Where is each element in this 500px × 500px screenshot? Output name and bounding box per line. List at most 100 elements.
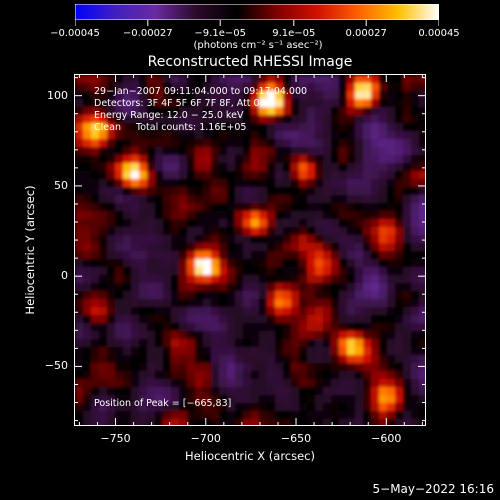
- heatmap-cell: [75, 355, 84, 364]
- heatmap-cell: [355, 171, 364, 180]
- heatmap-cell: [147, 179, 156, 188]
- heatmap-cell: [251, 347, 260, 356]
- heatmap-cell: [107, 323, 116, 332]
- heatmap-cell: [163, 139, 172, 148]
- heatmap-cell: [299, 91, 308, 100]
- heatmap-cell: [331, 187, 340, 196]
- heatmap-cell: [315, 347, 324, 356]
- heatmap-cell: [163, 107, 172, 116]
- heatmap-cell: [219, 331, 228, 340]
- heatmap-cell: [195, 203, 204, 212]
- heatmap-cell: [75, 131, 84, 140]
- heatmap-cell: [419, 163, 425, 172]
- heatmap-cell: [339, 91, 348, 100]
- heatmap-cell: [403, 251, 412, 260]
- heatmap-cell: [331, 171, 340, 180]
- heatmap-cell: [411, 355, 420, 364]
- heatmap-cell: [315, 235, 324, 244]
- heatmap-cell: [155, 203, 164, 212]
- heatmap-cell: [267, 331, 276, 340]
- heatmap-cell: [131, 123, 140, 132]
- heatmap-cell: [155, 171, 164, 180]
- heatmap-cell: [395, 107, 404, 116]
- heatmap-cell: [227, 379, 236, 388]
- heatmap-cell: [339, 419, 348, 425]
- heatmap-cell: [251, 299, 260, 308]
- heatmap-cell: [195, 107, 204, 116]
- heatmap-cell: [275, 331, 284, 340]
- heatmap-cell: [403, 243, 412, 252]
- heatmap-cell: [387, 203, 396, 212]
- heatmap-cell: [315, 131, 324, 140]
- heatmap-cell: [275, 267, 284, 276]
- heatmap-cell: [371, 187, 380, 196]
- heatmap-cell: [211, 275, 220, 284]
- heatmap-cell: [411, 283, 420, 292]
- heatmap-cell: [195, 123, 204, 132]
- heatmap-cell: [163, 315, 172, 324]
- heatmap-cell: [211, 307, 220, 316]
- heatmap-cell: [99, 211, 108, 220]
- heatmap-cell: [283, 267, 292, 276]
- heatmap-cell: [331, 227, 340, 236]
- heatmap-cell: [419, 275, 425, 284]
- heatmap-cell: [219, 91, 228, 100]
- heatmap-cell: [347, 219, 356, 228]
- heatmap-cell: [411, 139, 420, 148]
- heatmap-cell: [115, 75, 124, 84]
- heatmap-cell: [99, 203, 108, 212]
- heatmap-cell: [267, 347, 276, 356]
- heatmap-cell: [355, 83, 364, 92]
- heatmap-cell: [123, 411, 132, 420]
- heatmap-cell: [339, 331, 348, 340]
- heatmap-cell: [283, 395, 292, 404]
- heatmap-cell: [91, 275, 100, 284]
- heatmap-cell: [75, 91, 84, 100]
- heatmap-cell: [227, 171, 236, 180]
- heatmap-cell: [299, 299, 308, 308]
- heatmap-cell: [155, 347, 164, 356]
- heatmap-cell: [139, 411, 148, 420]
- heatmap-cell: [243, 355, 252, 364]
- heatmap-cell: [139, 387, 148, 396]
- heatmap-cell: [339, 171, 348, 180]
- heatmap-cell: [419, 235, 425, 244]
- heatmap-cell: [419, 115, 425, 124]
- heatmap-cell: [395, 355, 404, 364]
- heatmap-cell: [163, 275, 172, 284]
- heatmap-cell: [403, 331, 412, 340]
- heatmap-cell: [307, 115, 316, 124]
- heatmap-cell: [187, 395, 196, 404]
- heatmap-cell: [251, 99, 260, 108]
- heatmap-cell: [387, 83, 396, 92]
- heatmap-cell: [83, 171, 92, 180]
- heatmap-cell: [91, 243, 100, 252]
- heatmap-cell: [251, 219, 260, 228]
- heatmap-cell: [347, 203, 356, 212]
- heatmap-cell: [243, 139, 252, 148]
- heatmap-cell: [155, 139, 164, 148]
- heatmap-cell: [83, 315, 92, 324]
- heatmap-cell: [179, 227, 188, 236]
- heatmap-cell: [155, 299, 164, 308]
- heatmap-cell: [211, 171, 220, 180]
- heatmap-cell: [275, 99, 284, 108]
- heatmap-cell: [419, 91, 425, 100]
- heatmap-cell: [419, 211, 425, 220]
- heatmap-cell: [307, 171, 316, 180]
- heatmap-cell: [275, 363, 284, 372]
- heatmap-cell: [291, 355, 300, 364]
- heatmap-cell: [211, 107, 220, 116]
- heatmap-cell: [387, 291, 396, 300]
- heatmap-cell: [347, 283, 356, 292]
- heatmap-cell: [403, 123, 412, 132]
- heatmap-cell: [275, 411, 284, 420]
- heatmap-cell: [83, 371, 92, 380]
- heatmap-cell: [371, 315, 380, 324]
- heatmap-cell: [331, 419, 340, 425]
- heatmap-cell: [203, 395, 212, 404]
- heatmap-cell: [395, 347, 404, 356]
- heatmap-cell: [291, 243, 300, 252]
- heatmap-cell: [123, 387, 132, 396]
- heatmap-cell: [99, 379, 108, 388]
